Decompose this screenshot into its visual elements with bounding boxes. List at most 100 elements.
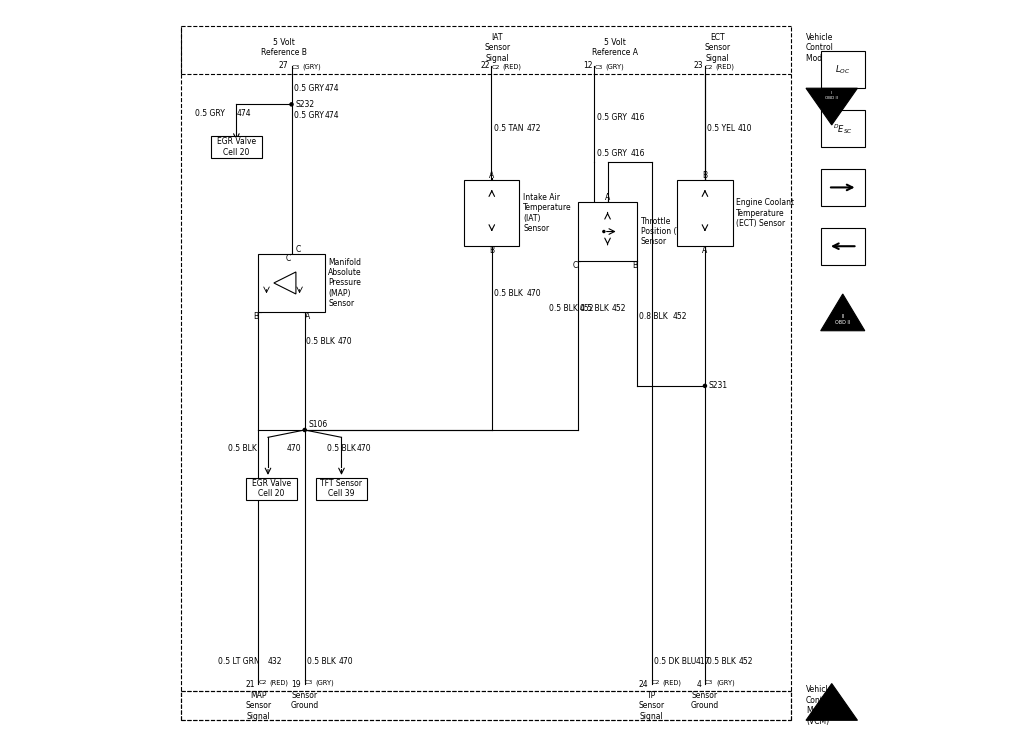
Text: C: C	[286, 254, 291, 263]
Text: 0.5 DK BLU: 0.5 DK BLU	[654, 657, 696, 666]
Text: 0.5 BLK: 0.5 BLK	[327, 444, 355, 453]
Text: 452: 452	[611, 304, 626, 313]
Text: 5 Volt
Reference A: 5 Volt Reference A	[592, 38, 638, 57]
Text: S231: S231	[709, 381, 728, 390]
Text: Sensor
Ground: Sensor Ground	[691, 691, 719, 710]
Bar	[258, 254, 325, 312]
Text: $L_{OC}$: $L_{OC}$	[835, 63, 850, 76]
Text: (RED): (RED)	[716, 63, 734, 70]
Bar	[820, 110, 865, 147]
Text: 452: 452	[672, 312, 687, 320]
Text: 0.5 TAN: 0.5 TAN	[494, 124, 523, 133]
Text: (RED): (RED)	[269, 680, 289, 686]
Circle shape	[603, 231, 605, 232]
Text: (GRY): (GRY)	[605, 63, 624, 70]
Text: 19: 19	[292, 680, 301, 689]
Text: 470: 470	[356, 444, 371, 453]
Text: 470: 470	[339, 657, 353, 666]
Text: 22: 22	[480, 61, 489, 70]
Text: B: B	[489, 246, 495, 255]
Text: (GRY): (GRY)	[315, 680, 335, 686]
Bar	[246, 478, 297, 500]
Text: EGR Valve
Cell 20: EGR Valve Cell 20	[217, 137, 256, 157]
Text: B: B	[253, 312, 258, 321]
Text: C2: C2	[651, 680, 660, 685]
Text: MAP
Sensor
Signal: MAP Sensor Signal	[246, 691, 271, 721]
Circle shape	[303, 429, 306, 431]
Text: (GRY): (GRY)	[302, 63, 322, 70]
Text: 416: 416	[631, 149, 645, 158]
Text: Manifold
Absolute
Pressure
(MAP)
Sensor: Manifold Absolute Pressure (MAP) Sensor	[329, 258, 361, 308]
Text: C3: C3	[292, 65, 300, 70]
Text: 416: 416	[631, 113, 645, 122]
Text: Intake Air
Temperature
(IAT)
Sensor: Intake Air Temperature (IAT) Sensor	[523, 193, 571, 233]
Text: C2: C2	[258, 680, 267, 685]
Text: C2: C2	[492, 65, 500, 70]
Text: 0.5 GRY: 0.5 GRY	[597, 113, 627, 122]
Text: B: B	[632, 261, 637, 270]
Text: 0.5 YEL: 0.5 YEL	[707, 124, 735, 133]
Text: C3: C3	[705, 680, 714, 685]
Text: IAT
Sensor
Signal: IAT Sensor Signal	[484, 33, 510, 62]
Text: C: C	[296, 245, 301, 254]
Text: (RED): (RED)	[663, 680, 682, 686]
Text: EGR Valve
Cell 20: EGR Valve Cell 20	[252, 479, 291, 498]
Text: 27: 27	[279, 61, 288, 70]
Text: $^DE_{SC}$: $^DE_{SC}$	[833, 122, 853, 135]
Bar	[820, 228, 865, 265]
Text: C: C	[572, 261, 579, 270]
Text: 0.5 BLK: 0.5 BLK	[494, 290, 522, 298]
Text: 410: 410	[737, 124, 753, 133]
Bar	[579, 202, 637, 261]
Text: ECT
Sensor
Signal: ECT Sensor Signal	[705, 33, 731, 62]
Text: A: A	[605, 193, 610, 202]
Text: 0.5 LT GRN: 0.5 LT GRN	[218, 657, 260, 666]
Text: S106: S106	[308, 420, 328, 429]
Text: 0.5 GRY: 0.5 GRY	[196, 110, 225, 118]
Text: 470: 470	[526, 290, 542, 298]
Text: 0.5 BLK: 0.5 BLK	[307, 657, 336, 666]
Text: Vehicle
Control
Module (VCM): Vehicle Control Module (VCM)	[806, 33, 859, 62]
Text: TFT Sensor
Cell 39: TFT Sensor Cell 39	[321, 479, 362, 498]
Text: 472: 472	[526, 124, 542, 133]
Bar	[820, 169, 865, 206]
Text: 23: 23	[693, 61, 703, 70]
Text: S232: S232	[295, 100, 314, 109]
Text: A: A	[305, 312, 310, 321]
Text: (RED): (RED)	[503, 63, 521, 70]
Bar	[464, 180, 519, 246]
Text: TP
Sensor
Signal: TP Sensor Signal	[639, 691, 665, 721]
Polygon shape	[806, 684, 857, 720]
Text: 474: 474	[325, 84, 339, 93]
Text: Sensor
Ground: Sensor Ground	[291, 691, 318, 710]
Text: 417: 417	[695, 657, 711, 666]
Text: B: B	[702, 171, 708, 180]
Text: 0.5 BLK: 0.5 BLK	[708, 657, 736, 666]
Text: 432: 432	[268, 657, 283, 666]
Text: 0.5 BLK: 0.5 BLK	[580, 304, 608, 313]
Text: 452: 452	[580, 304, 594, 313]
Text: C3: C3	[305, 680, 313, 685]
Text: 452: 452	[738, 657, 754, 666]
Text: Throttle
Position (TP)
Sensor: Throttle Position (TP) Sensor	[641, 217, 688, 246]
Text: 0.5 GRY: 0.5 GRY	[294, 84, 324, 93]
Text: A: A	[489, 171, 495, 180]
Text: 0.5 BLK: 0.5 BLK	[306, 337, 335, 346]
Text: 0.5 BLK: 0.5 BLK	[228, 444, 257, 453]
Text: C3: C3	[594, 65, 603, 70]
Text: 4: 4	[696, 680, 701, 689]
Text: II
OBD II: II OBD II	[835, 315, 851, 325]
Circle shape	[290, 103, 293, 106]
Text: A: A	[702, 246, 708, 255]
Text: 0.8 BLK: 0.8 BLK	[639, 312, 668, 320]
Text: 12: 12	[584, 61, 593, 70]
Text: 24: 24	[638, 680, 648, 689]
Text: 474: 474	[238, 110, 252, 118]
Text: 5 Volt
Reference B: 5 Volt Reference B	[261, 38, 307, 57]
Circle shape	[703, 384, 707, 387]
Text: Engine Coolant
Temperature
(ECT) Sensor: Engine Coolant Temperature (ECT) Sensor	[736, 198, 795, 228]
Text: 0.5 GRY: 0.5 GRY	[294, 111, 324, 120]
Text: 21: 21	[246, 680, 255, 689]
Text: 470: 470	[287, 444, 301, 453]
Polygon shape	[820, 294, 865, 331]
